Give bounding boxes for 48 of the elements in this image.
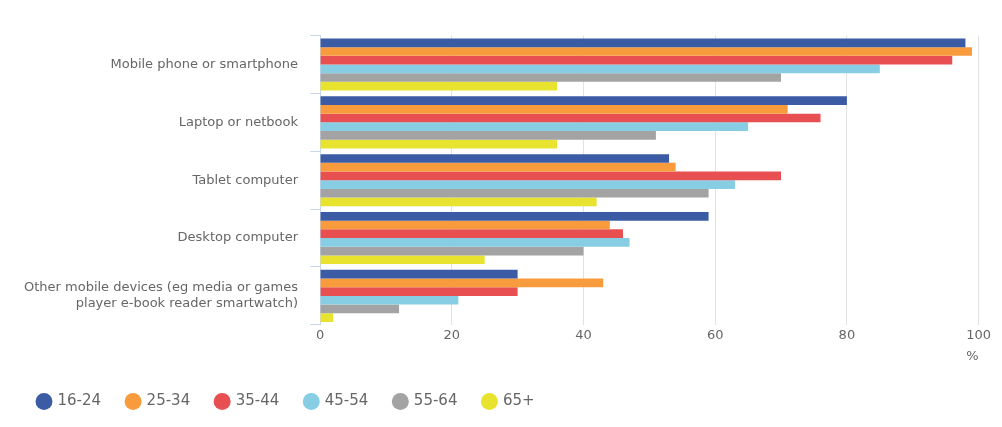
bar (320, 246, 584, 256)
bar (320, 64, 880, 74)
y-tick-label: Desktop computer (177, 229, 299, 245)
x-tick-label: 20 (443, 326, 461, 342)
y-tick-label: Mobile phone or smartphone (110, 55, 299, 71)
bar (320, 105, 788, 114)
bar (320, 255, 485, 265)
bar (320, 113, 821, 123)
bar (320, 96, 847, 106)
bar (320, 212, 709, 221)
bar (320, 180, 735, 189)
legend-label: 45-54 (324, 391, 369, 410)
bar (320, 171, 782, 181)
x-tick-label: 80 (838, 326, 856, 342)
legend-label: 25-34 (146, 391, 191, 410)
bar (320, 73, 782, 82)
bar (320, 122, 749, 132)
bar (320, 162, 676, 172)
x-tick-label: 60 (706, 326, 724, 342)
bar (320, 238, 630, 247)
bar (320, 287, 518, 296)
x-tick-label: 100 (966, 326, 992, 342)
y-tick-label: Tablet computer (191, 171, 299, 187)
x-axis-title: % (966, 347, 979, 363)
bar (320, 188, 709, 198)
bar (320, 139, 558, 149)
bar (320, 81, 558, 91)
bar (320, 313, 334, 322)
legend-label: 65+ (502, 391, 535, 410)
bar (320, 197, 597, 207)
bar (320, 295, 459, 305)
y-tick-label: Other mobile devices (eg media or games player e-book reader smartwatch) (23, 279, 299, 311)
bar (320, 269, 518, 279)
legend-label: 16-24 (57, 391, 102, 410)
x-tick-label: 0 (315, 326, 325, 342)
bar (320, 154, 670, 163)
bar (320, 47, 973, 56)
y-tick-label: Laptop or netbook (178, 113, 299, 129)
bar (320, 304, 400, 314)
bar (320, 278, 604, 288)
x-tick-label: 40 (575, 326, 592, 342)
bar (320, 229, 623, 239)
bar (320, 131, 656, 140)
bar (320, 220, 610, 230)
legend-label: 55-64 (413, 391, 458, 410)
bar (320, 38, 966, 48)
bar (320, 55, 953, 65)
legend-label: 35-44 (235, 391, 280, 410)
